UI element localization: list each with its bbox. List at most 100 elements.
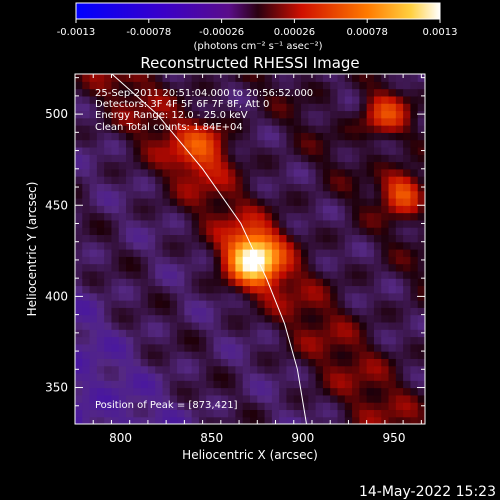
- heatmap-cell: [198, 402, 207, 411]
- heatmap-cell: [111, 416, 120, 424]
- heatmap-cell: [213, 285, 222, 294]
- heatmap-cell: [279, 329, 288, 338]
- heatmap-cell: [89, 234, 98, 243]
- heatmap-cell: [133, 336, 142, 345]
- heatmap-cell: [381, 336, 390, 345]
- heatmap-cell: [228, 314, 237, 323]
- heatmap-cell: [89, 314, 98, 323]
- heatmap-cell: [388, 270, 397, 279]
- heatmap-cell: [198, 205, 207, 214]
- heatmap-cell: [395, 241, 404, 250]
- heatmap-cell: [147, 74, 156, 82]
- heatmap-cell: [250, 146, 258, 155]
- heatmap-cell: [264, 249, 273, 257]
- heatmap-cell: [177, 183, 185, 192]
- heatmap-cell: [293, 285, 302, 294]
- heatmap-cell: [96, 197, 105, 206]
- heatmap-cell: [213, 372, 222, 381]
- heatmap-cell: [206, 117, 215, 126]
- heatmap-cell: [352, 205, 360, 214]
- heatmap-cell: [242, 125, 251, 133]
- heatmap-cell: [322, 307, 331, 316]
- heatmap-cell: [293, 249, 302, 257]
- heatmap-cell: [381, 263, 390, 272]
- heatmap-cell: [155, 212, 164, 221]
- heatmap-cell: [104, 227, 113, 236]
- heatmap-cell: [162, 351, 171, 359]
- heatmap-cell: [118, 329, 127, 338]
- heatmap-cell: [169, 416, 178, 424]
- heatmap-cell: [381, 219, 390, 228]
- heatmap-cell: [373, 336, 382, 345]
- heatmap-cell: [177, 146, 185, 155]
- heatmap-cell: [177, 336, 185, 345]
- heatmap-cell: [264, 103, 273, 112]
- heatmap-cell: [82, 190, 91, 199]
- heatmap-cell: [220, 256, 229, 265]
- heatmap-cell: [337, 300, 346, 308]
- heatmap-cell: [381, 95, 390, 104]
- heatmap-cell: [235, 329, 244, 338]
- heatmap-cell: [75, 285, 83, 294]
- heatmap-cell: [417, 358, 425, 367]
- heatmap-cell: [293, 278, 302, 287]
- heatmap-cell: [257, 190, 266, 199]
- heatmap-cell: [359, 103, 368, 112]
- heatmap-cell: [257, 351, 266, 359]
- heatmap-cell: [410, 212, 419, 221]
- heatmap-cell: [337, 117, 346, 126]
- heatmap-cell: [330, 110, 339, 119]
- heatmap-cell: [301, 219, 309, 228]
- heatmap-cell: [381, 197, 390, 206]
- heatmap-cell: [330, 234, 339, 243]
- heatmap-cell: [220, 234, 229, 243]
- heatmap-cell: [228, 139, 237, 148]
- heatmap-cell: [191, 351, 200, 359]
- heatmap-cell: [344, 197, 353, 206]
- heatmap-cell: [147, 132, 156, 141]
- heatmap-cell: [293, 190, 302, 199]
- heatmap-cell: [82, 81, 91, 90]
- heatmap-cell: [410, 249, 419, 257]
- heatmap-cell: [381, 234, 390, 243]
- heatmap-cell: [140, 416, 149, 424]
- heatmap-cell: [403, 205, 412, 214]
- heatmap-cell: [264, 190, 273, 199]
- heatmap-cell: [82, 219, 91, 228]
- heatmap-cell: [359, 270, 368, 279]
- heatmap-cell: [75, 336, 83, 345]
- plot-area: [75, 74, 425, 424]
- heatmap-cell: [366, 212, 375, 221]
- heatmap-cell: [344, 219, 353, 228]
- heatmap-cell: [410, 227, 419, 236]
- heatmap-cell: [352, 263, 360, 272]
- heatmap-cell: [198, 132, 207, 141]
- heatmap-cell: [133, 212, 142, 221]
- heatmap-cell: [301, 249, 309, 257]
- heatmap-cell: [177, 117, 185, 126]
- heatmap-cell: [235, 380, 244, 389]
- heatmap-cell: [271, 351, 280, 359]
- heatmap-cell: [177, 125, 185, 133]
- heatmap-cell: [330, 74, 339, 82]
- heatmap-cell: [235, 190, 244, 199]
- heatmap-cell: [279, 154, 288, 163]
- heatmap-cell: [155, 161, 164, 170]
- heatmap-cell: [118, 234, 127, 243]
- heatmap-cell: [111, 358, 120, 367]
- heatmap-cell: [126, 336, 134, 345]
- heatmap-cell: [337, 351, 346, 359]
- heatmap-cell: [322, 270, 331, 279]
- heatmap-cell: [315, 249, 324, 257]
- heatmap-cell: [126, 88, 134, 97]
- heatmap-cell: [206, 365, 215, 374]
- heatmap-cell: [257, 183, 266, 192]
- heatmap-cell: [220, 212, 229, 221]
- heatmap-cell: [359, 183, 368, 192]
- heatmap-cell: [89, 241, 98, 250]
- heatmap-cell: [322, 416, 331, 424]
- heatmap-cell: [352, 343, 360, 352]
- heatmap-cell: [96, 336, 105, 345]
- heatmap-cell: [366, 256, 375, 265]
- heatmap-cell: [118, 132, 127, 141]
